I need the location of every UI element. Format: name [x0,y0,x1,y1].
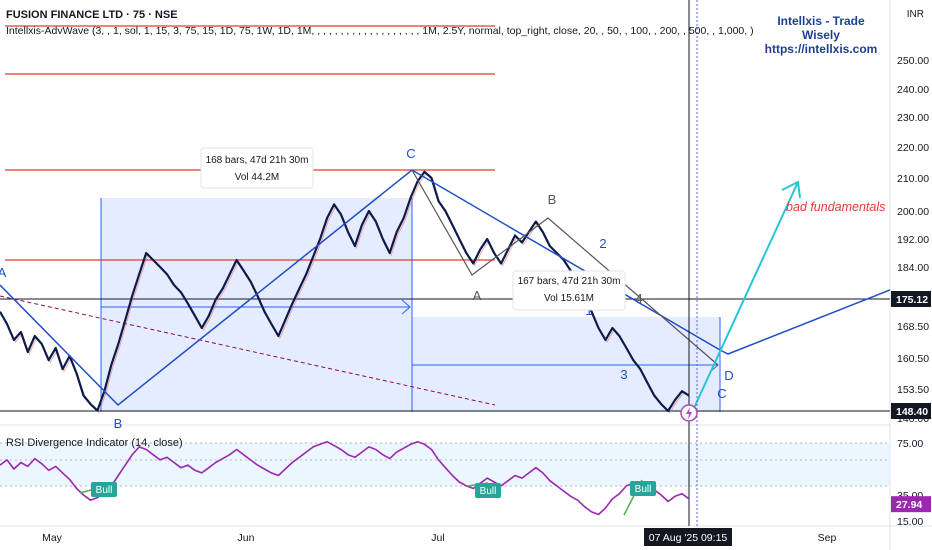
price-tick-label: 210.00 [897,173,929,185]
wave-label: C [717,386,726,401]
bull-tag-bg [630,481,656,496]
wave-label: B [548,192,557,207]
rsi-value-label: 27.94 [896,499,922,511]
wave-label: 4 [635,291,642,306]
wave-label: C [406,146,415,161]
crosshair-date-tag [644,528,732,546]
bad-fundamentals-note[interactable]: bad fundamentals [786,200,885,214]
wave-label: D [724,368,733,383]
brand-box: Intellxis - Trade Wisely https://intellx… [762,14,880,56]
rsi-tick-label: 15.00 [897,516,923,528]
time-tick-label: Jun [238,532,255,544]
lightning-icon [686,407,692,420]
price-tick-label: 184.00 [897,262,929,274]
range-box-2-info: 167 bars, 47d 21h 30m Vol 15.61M [512,270,626,311]
time-tick-label: Sep [818,532,837,544]
price-axis[interactable]: 250.00 240.00 230.00 220.00 210.00 200.00 192.… [897,55,929,425]
brand-name: Intellxis - Trade Wisely [777,14,865,42]
currency-label[interactable]: INR [906,9,924,20]
price-tag-bg [891,403,931,419]
bull-tag-label: Bull [480,486,497,497]
wave-label: A [0,265,7,280]
bull-tags: Bull Bull Bull [91,481,656,498]
rsi-title[interactable]: RSI Divergence Indicator (14, close) [6,437,183,449]
crosshair-date-label: 07 Aug '25 09:15 [649,532,728,544]
price-tag-label: 148.40 [896,406,928,418]
rsi-series[interactable] [0,440,690,516]
price-tick-label: 250.00 [897,55,929,67]
price-tick-label: 220.00 [897,142,929,154]
symbol-title[interactable]: FUSION FINANCE LTD · 75 · NSE [6,9,178,21]
bull-tag-label: Bull [635,484,652,495]
bull-tag-label: Bull [96,485,113,496]
price-tick-label: 192.00 [897,234,929,246]
time-axis[interactable]: May Jun Jul Sep [42,532,836,544]
rsi-band [0,443,890,486]
bull-tag-bg [475,483,501,498]
range-box-1-bars: 168 bars, 47d 21h 30m [206,155,309,166]
info-card [512,270,626,311]
wave-lines [0,169,891,409]
price-tick-label: 230.00 [897,112,929,124]
range-box-1-info: 168 bars, 47d 21h 30m Vol 44.2M [200,147,314,189]
price-tick-label: 168.50 [897,321,929,333]
price-tag-label: 175.12 [896,294,928,306]
range-box-1-arrowhead [401,299,411,315]
wave-line-projection[interactable] [719,289,891,355]
range-box-2-volume: Vol 15.61M [544,293,594,304]
range-box-1-volume: Vol 44.2M [235,172,279,183]
dashed-trendline[interactable] [0,295,496,406]
range-box-1[interactable] [101,198,412,412]
price-tick-label: 240.00 [897,84,929,96]
wave-label: B [114,416,123,431]
price-tick-label: 200.00 [897,206,929,218]
range-box-2-bars: 167 bars, 47d 21h 30m [518,276,621,287]
indicator-params[interactable]: Intellxis-AdvWave (3, , 1, sol, 1, 15, 3… [6,25,754,37]
price-tag-bg [891,291,931,307]
brand-url[interactable]: https://intellxis.com [764,42,878,56]
rsi-value-tag [891,496,931,513]
wave-label: 3 [620,367,627,382]
price-tick-label: 153.50 [897,384,929,396]
price-tick-label: 160.50 [897,353,929,365]
rsi-tick-label: 75.00 [897,438,923,450]
price-tags: 175.12 148.40 [891,291,931,419]
wave-line-secondary[interactable] [411,169,719,366]
bull-tag-bg [91,482,117,497]
wave-label: 2 [599,236,606,251]
wave-label: A [473,288,482,303]
time-tick-label: May [42,532,63,544]
time-tick-label: Jul [431,532,444,544]
wave-line-main[interactable] [0,169,721,407]
info-card [200,147,314,189]
projection-arrow[interactable] [693,181,799,409]
projection-arrowhead [781,180,801,199]
